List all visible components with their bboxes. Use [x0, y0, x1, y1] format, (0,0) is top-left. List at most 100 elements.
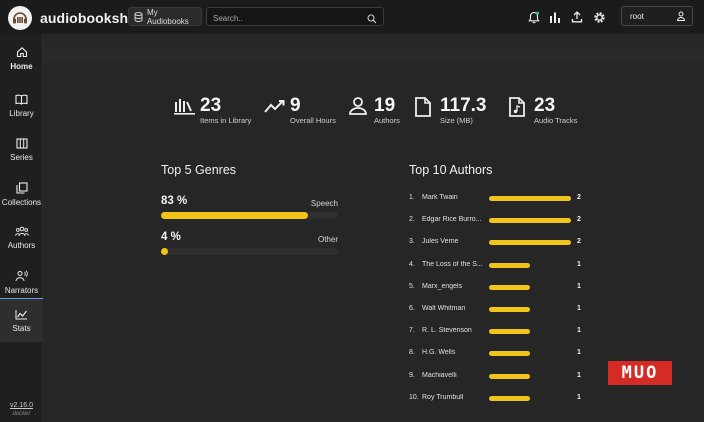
sidebar-item-narrators[interactable]: Narrators: [0, 260, 43, 304]
author-count-bar: [489, 307, 530, 312]
settings-gear-icon[interactable]: [592, 10, 606, 24]
library-selector-button[interactable]: My Audiobooks: [128, 7, 202, 26]
search-box: [206, 7, 384, 29]
sidebar-item-label: Series: [10, 153, 33, 162]
watermark-text: MUO: [621, 363, 659, 383]
author-rank: 8.: [409, 349, 415, 357]
stats-content: [43, 62, 704, 422]
author-count: 1: [577, 393, 581, 401]
author-name[interactable]: Jules Verne: [422, 238, 459, 246]
build-type: docker: [12, 411, 31, 417]
sidebar-item-label: Stats: [12, 323, 31, 333]
chart-line-icon: [15, 309, 27, 319]
sidebar-item-library[interactable]: Library: [0, 84, 43, 128]
author-count-bar: [489, 395, 530, 401]
stat-label: Items in Library: [200, 116, 252, 125]
app-logo[interactable]: [8, 6, 32, 30]
sidebar-item-series[interactable]: Series: [0, 128, 43, 172]
author-row: 1. Mark Twain 2: [409, 192, 589, 204]
author-count: 2: [577, 216, 581, 224]
content-header-shadow: [43, 34, 704, 62]
author-name[interactable]: H.G. Wells: [422, 349, 456, 357]
version-info: v2.16.0 docker: [0, 402, 43, 418]
author-count: 1: [577, 282, 581, 290]
author-count: 1: [577, 305, 581, 312]
person-icon: [348, 97, 368, 120]
author-rank: 9.: [409, 371, 415, 379]
author-name[interactable]: Edgar Rice Burro...: [422, 216, 482, 224]
stack-icon: [15, 181, 28, 194]
author-row: 6. Walt Whitman 1: [409, 303, 589, 315]
search-input[interactable]: [207, 10, 357, 27]
author-name[interactable]: R. L. Stevenson: [422, 327, 472, 335]
sidebar-item-label: Library: [9, 109, 34, 118]
users-icon: [14, 226, 29, 237]
upload-icon[interactable]: [570, 10, 584, 24]
genre-percent: 4 %: [161, 231, 181, 243]
headphones-books-icon: [13, 12, 27, 24]
author-row: 8. H.G. Wells 1: [409, 347, 589, 359]
sidebar-item-stats[interactable]: Stats: [0, 298, 43, 342]
sidebar-item-home[interactable]: Home: [0, 36, 43, 80]
stat-value: 117.3: [440, 95, 487, 116]
author-count-bar: [489, 351, 530, 357]
search-icon[interactable]: [367, 11, 377, 29]
sidebar-item-authors[interactable]: Authors: [0, 216, 43, 260]
bell-icon[interactable]: [527, 10, 541, 24]
genre-name: Other: [317, 235, 338, 244]
author-rank: 5.: [409, 282, 415, 290]
sidebar-item-label: Collections: [1, 197, 42, 207]
stats-bars-icon[interactable]: [548, 10, 562, 24]
genre-percent: 83 %: [161, 195, 188, 207]
author-rank: 4.: [409, 260, 415, 268]
user-menu-button[interactable]: root: [621, 6, 693, 26]
columns-icon: [15, 138, 28, 149]
audio-file-icon: [508, 97, 526, 122]
author-count-bar: [489, 240, 571, 246]
author-rank: 2.: [409, 216, 415, 224]
author-count-bar: [489, 284, 530, 290]
sidebar-item-collections[interactable]: Collections: [0, 172, 43, 216]
app-title[interactable]: audiobookshelf: [40, 10, 145, 26]
library-bars-icon: [174, 97, 196, 120]
top-genres-title: Top 5 Genres: [161, 163, 237, 177]
version-number[interactable]: v2.16.0: [10, 402, 33, 409]
author-count-bar: [489, 373, 530, 379]
author-count-bar: [489, 329, 530, 335]
author-row: 3. Jules Verne 2: [409, 236, 589, 248]
sidebar-item-label: Home: [10, 61, 33, 71]
top-authors-title: Top 10 Authors: [409, 163, 493, 177]
home-icon: [16, 46, 27, 57]
author-name[interactable]: Walt Whitman: [422, 305, 466, 312]
author-rank: 3.: [409, 238, 415, 246]
stat-value: 23: [534, 95, 556, 116]
author-row: 4. The Loss of the S... 1: [409, 259, 589, 271]
genre-name: Speech: [310, 199, 338, 208]
author-count: 2: [577, 194, 581, 201]
author-name[interactable]: Mark Twain: [422, 194, 458, 201]
author-name[interactable]: Machiavelli: [422, 371, 457, 379]
stat-label: Audio Tracks: [534, 116, 578, 125]
genre-bar: [161, 248, 169, 255]
author-name[interactable]: Marx_engels: [422, 282, 463, 290]
author-rank: 6.: [409, 305, 415, 312]
genre-track: [161, 248, 338, 255]
author-count: 1: [577, 371, 581, 379]
book-open-icon: [15, 94, 28, 105]
stat-value: 9: [290, 95, 301, 116]
author-name[interactable]: The Loss of the S...: [422, 260, 483, 268]
file-icon: [414, 97, 432, 122]
stat-label: Authors: [374, 116, 400, 125]
author-row: 10. Roy Trumbull 1: [409, 392, 589, 404]
user-icon: [676, 11, 686, 23]
author-count: 1: [577, 260, 581, 268]
author-name[interactable]: Roy Trumbull: [422, 393, 464, 401]
sidebar-item-label: Narrators: [4, 285, 39, 295]
stat-label: Overall Hours: [290, 116, 336, 125]
stat-label: Size (MB): [440, 116, 473, 125]
stat-value: 23: [200, 95, 222, 116]
sidebar: Home Library Series Collections Authors …: [0, 34, 43, 422]
author-count-bar: [489, 262, 530, 268]
top-bar: audiobookshelf My Audiobooks root: [0, 0, 704, 34]
muo-watermark-logo: MUO: [608, 361, 672, 385]
